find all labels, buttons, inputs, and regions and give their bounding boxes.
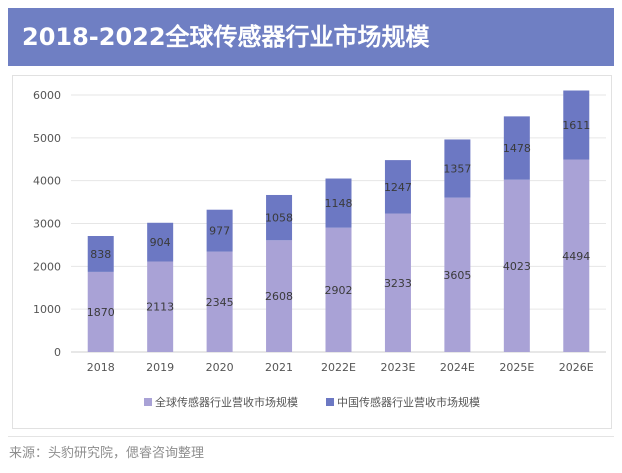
source-note: 来源：头豹研究院，偲睿咨询整理 <box>9 446 205 461</box>
divider <box>8 436 614 437</box>
legend-label: 中国传感器行业营收市场规模 <box>337 395 480 409</box>
data-label: 4494 <box>562 250 590 263</box>
data-label: 1357 <box>443 163 471 176</box>
x-tick-label: 2025E <box>499 361 534 374</box>
bar-china <box>206 209 233 252</box>
x-tick-label: 2022E <box>321 361 356 374</box>
x-tick-label: 2024E <box>440 361 475 374</box>
x-tick-label: 2020 <box>206 361 234 374</box>
data-label: 2345 <box>206 296 234 309</box>
title-bar: 2018-2022全球传感器行业市场规模 <box>8 8 614 66</box>
legend-swatch <box>144 398 152 406</box>
bar-china <box>325 178 352 228</box>
bar-china <box>266 194 293 241</box>
y-tick-label: 1000 <box>33 303 61 316</box>
data-label: 2113 <box>146 301 174 314</box>
bar-global <box>444 197 471 352</box>
bar-global <box>266 240 293 352</box>
y-tick-label: 0 <box>54 346 61 359</box>
bar-global <box>503 179 530 352</box>
data-label: 2902 <box>325 284 353 297</box>
chart-frame: 0 1000 2000 3000 4000 5000 6000 1870 838 2018 2113… <box>12 75 612 429</box>
bar-global <box>563 159 590 352</box>
bar-china <box>503 116 530 180</box>
data-label: 1058 <box>265 212 293 225</box>
data-label: 838 <box>90 248 111 261</box>
data-label: 904 <box>150 236 171 249</box>
x-tick-label: 2021 <box>265 361 293 374</box>
bar-global <box>206 251 233 352</box>
data-label: 1247 <box>384 181 412 194</box>
data-label: 3605 <box>443 269 471 282</box>
data-label: 977 <box>209 225 230 238</box>
legend-label: 全球传感器行业营收市场规模 <box>155 395 298 409</box>
data-label: 3233 <box>384 277 412 290</box>
bar-china <box>147 222 174 262</box>
legend-swatch <box>326 398 334 406</box>
data-label: 1148 <box>325 197 353 210</box>
data-label: 1611 <box>562 119 590 132</box>
stacked-bar-chart: 0 1000 2000 3000 4000 5000 6000 1870 838 2018 2113… <box>33 89 606 409</box>
bar-global <box>384 213 411 352</box>
bar-global <box>147 261 174 352</box>
y-tick-label: 2000 <box>33 260 61 273</box>
bar-global <box>87 271 114 352</box>
x-tick-label: 2023E <box>380 361 415 374</box>
x-tick-label: 2019 <box>146 361 174 374</box>
x-tick-label: 2018 <box>87 361 115 374</box>
y-tick-label: 3000 <box>33 218 61 231</box>
x-tick-label: 2026E <box>559 361 594 374</box>
bar-china <box>444 139 471 198</box>
bar-global <box>325 227 352 352</box>
data-label: 1870 <box>87 306 115 319</box>
page-title: 2018-2022全球传感器行业市场规模 <box>22 23 430 51</box>
bar-china <box>384 160 411 214</box>
y-tick-label: 5000 <box>33 132 61 145</box>
bar-china <box>563 90 590 160</box>
data-label: 4023 <box>503 260 531 273</box>
bar-china <box>87 236 114 272</box>
data-label: 2608 <box>265 290 293 303</box>
y-tick-label: 6000 <box>33 89 61 102</box>
data-label: 1478 <box>503 142 531 155</box>
y-tick-label: 4000 <box>33 175 61 188</box>
